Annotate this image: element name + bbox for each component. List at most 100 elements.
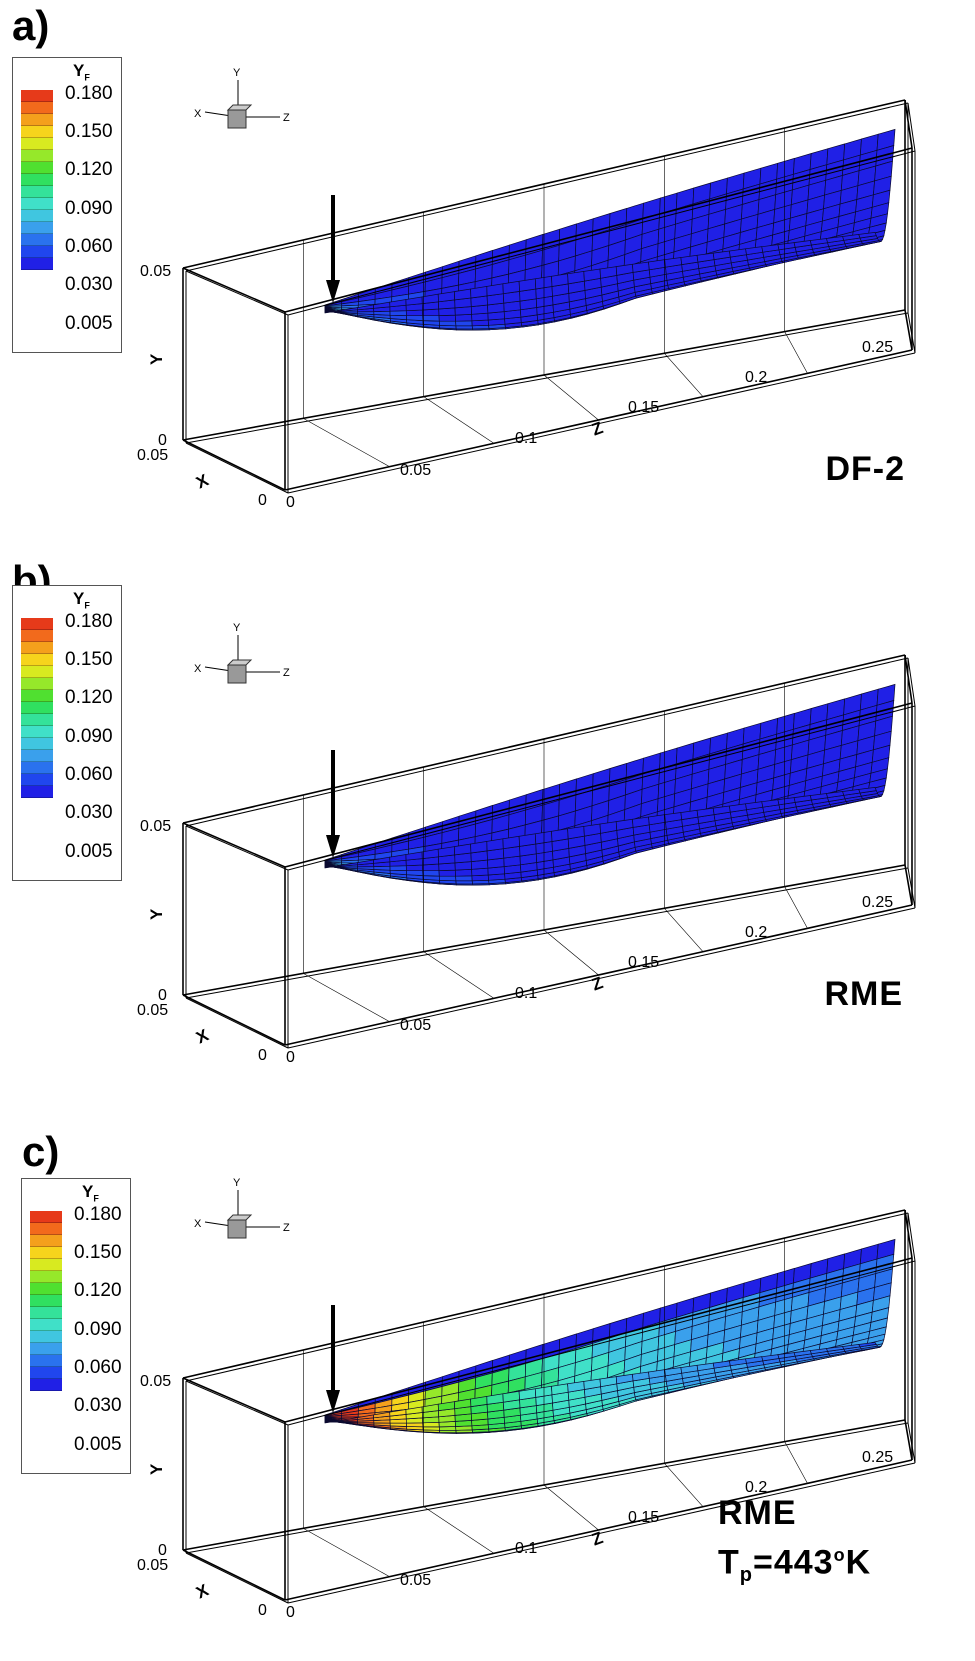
box-edge	[185, 1212, 909, 1382]
panel-a: a) YF 0.180 0.150 0.120 0.090 0.060 0.03…	[0, 0, 975, 555]
box-edge	[287, 1462, 916, 1604]
surface-cell	[858, 232, 877, 239]
legend-band	[30, 1355, 62, 1367]
legend-level: 0.005	[65, 841, 113, 862]
box-edge	[182, 1377, 286, 1423]
triad-label: Z	[283, 1222, 290, 1234]
surface-cell	[534, 830, 553, 845]
x-tick-label: 0.05	[137, 1557, 168, 1574]
injector-arrowhead	[326, 1390, 340, 1413]
box-edge	[182, 994, 286, 1046]
x-tick-label: 0	[258, 492, 267, 509]
z-tick-label: 0	[286, 1604, 295, 1621]
legend-level: 0.150	[74, 1242, 122, 1263]
injector-arrowhead	[326, 835, 340, 858]
surface-cell	[551, 273, 569, 287]
legend-level: 0.030	[74, 1395, 122, 1416]
grid-line	[664, 353, 704, 397]
legend-level: 0.120	[65, 159, 113, 180]
box-edge	[287, 352, 916, 494]
legend-level: 0.005	[65, 313, 113, 334]
triad-cube	[226, 104, 253, 111]
legend-level: 0.180	[74, 1204, 122, 1225]
legend-band	[21, 762, 53, 774]
legend-band	[21, 114, 53, 126]
triad-label: Y	[233, 1177, 241, 1189]
z-tick-label: 0.1	[515, 985, 537, 1002]
legend-level: 0.120	[65, 687, 113, 708]
legend-colorbar	[30, 1211, 62, 1391]
legend-band	[21, 174, 53, 186]
orientation-triad: Y X Z	[194, 67, 290, 129]
box-edge	[185, 825, 289, 871]
z-tick-label: 0.15	[628, 1509, 659, 1526]
grid	[303, 1238, 808, 1577]
x-tick-label: 0	[258, 1602, 267, 1619]
z-tick-label: 0	[286, 494, 295, 511]
legend: YF 0.180 0.150 0.120 0.090 0.060 0.030 0…	[12, 585, 122, 881]
legend-band	[30, 1235, 62, 1247]
legend-band	[21, 690, 53, 702]
triad-label: X	[194, 108, 202, 120]
box-edge	[185, 102, 909, 272]
box-edge	[907, 1212, 916, 1262]
legend-band	[21, 222, 53, 234]
fuel-label: DF-2	[825, 450, 905, 488]
legend-band	[21, 102, 53, 114]
surface-cell	[438, 869, 456, 877]
triad-label: Z	[283, 667, 290, 679]
orientation-triad: Y X Z	[194, 622, 290, 684]
box-edge	[185, 1552, 289, 1604]
z-axis-label: Z	[589, 1528, 605, 1549]
box-edge	[185, 1380, 289, 1426]
surface-cell	[858, 787, 877, 794]
legend-level: 0.120	[74, 1280, 122, 1301]
legend-level: 0.150	[65, 121, 113, 142]
panel-b: b) YF 0.180 0.150 0.120 0.090 0.060 0.03…	[0, 555, 975, 1110]
grid-line	[423, 396, 495, 444]
triad-label: Z	[283, 112, 290, 124]
x-axis-label: X	[193, 1025, 212, 1047]
triad-cube	[226, 1214, 253, 1221]
legend-band	[21, 162, 53, 174]
legend-title: YF	[73, 61, 90, 83]
legend-level: 0.090	[65, 198, 113, 219]
legend-band	[30, 1343, 62, 1355]
box-edge	[185, 867, 909, 999]
box-edge	[182, 1549, 286, 1601]
box-edge	[185, 997, 289, 1049]
box-edge	[182, 822, 286, 868]
grid-line	[543, 1484, 599, 1531]
triad-label: Y	[233, 622, 241, 634]
legend-band	[21, 618, 53, 630]
legend-band	[21, 702, 53, 714]
surface-cell	[518, 833, 537, 847]
grid	[303, 128, 808, 467]
grid-line	[423, 951, 495, 999]
legend-band	[21, 90, 53, 102]
legend-band	[21, 630, 53, 642]
z-tick-label: 0.25	[862, 894, 893, 911]
legend-band	[30, 1283, 62, 1295]
box-edge	[284, 147, 913, 313]
spray-surface	[324, 128, 896, 331]
legend-level: 0.090	[65, 726, 113, 747]
panel-letter: c)	[22, 1128, 60, 1175]
grid	[303, 683, 808, 1022]
surface-cell	[454, 868, 473, 877]
surface-cell	[422, 870, 440, 877]
surface-cell	[455, 875, 473, 882]
fuel-label: RME Tp=443oK	[718, 1494, 872, 1587]
legend-title: YF	[82, 1182, 99, 1204]
box-edge	[287, 1260, 916, 1426]
z-tick-label: 0.05	[400, 1572, 431, 1589]
legend-band	[30, 1295, 62, 1307]
legend: YF 0.180 0.150 0.120 0.090 0.060 0.030 0…	[21, 1178, 131, 1474]
legend-level: 0.005	[74, 1434, 122, 1455]
legend-level: 0.060	[65, 236, 113, 257]
legend-band	[21, 678, 53, 690]
